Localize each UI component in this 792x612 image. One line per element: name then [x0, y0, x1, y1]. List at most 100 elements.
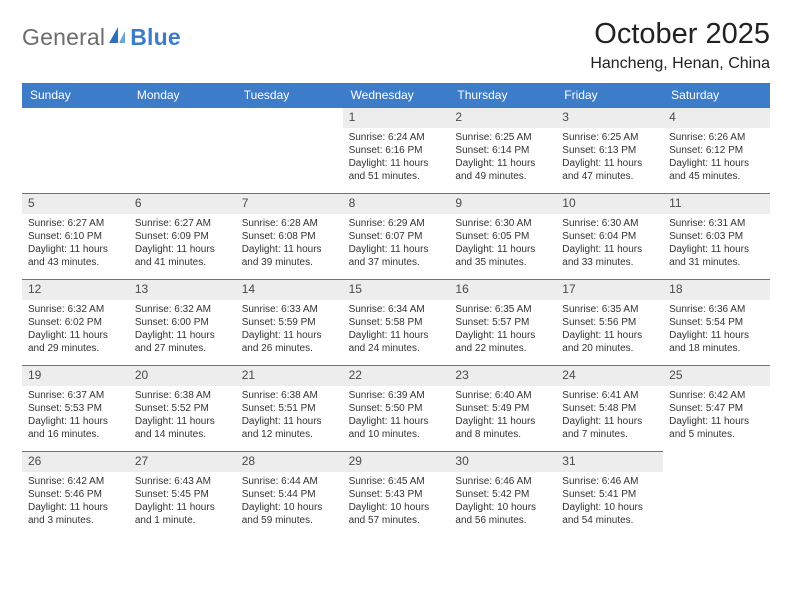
day-header: Sunday	[22, 83, 129, 107]
sunset-line: Sunset: 5:43 PM	[349, 488, 444, 501]
day-number: 19	[22, 366, 129, 386]
daylight-line: Daylight: 11 hours and 14 minutes.	[135, 415, 230, 441]
sunrise-line: Sunrise: 6:43 AM	[135, 475, 230, 488]
sunset-line: Sunset: 5:41 PM	[562, 488, 657, 501]
day-cell: 29Sunrise: 6:45 AMSunset: 5:43 PMDayligh…	[343, 451, 450, 537]
sunset-line: Sunset: 6:10 PM	[28, 230, 123, 243]
header: General Blue October 2025 Hancheng, Hena…	[22, 18, 770, 73]
day-cell: 23Sunrise: 6:40 AMSunset: 5:49 PMDayligh…	[449, 365, 556, 451]
day-header: Saturday	[663, 83, 770, 107]
sunrise-line: Sunrise: 6:46 AM	[562, 475, 657, 488]
sunset-line: Sunset: 5:50 PM	[349, 402, 444, 415]
daylight-line: Daylight: 11 hours and 45 minutes.	[669, 157, 764, 183]
sunset-line: Sunset: 6:13 PM	[562, 144, 657, 157]
daylight-line: Daylight: 10 hours and 56 minutes.	[455, 501, 550, 527]
daylight-line: Daylight: 11 hours and 39 minutes.	[242, 243, 337, 269]
sunset-line: Sunset: 5:45 PM	[135, 488, 230, 501]
day-header: Monday	[129, 83, 236, 107]
sunrise-line: Sunrise: 6:36 AM	[669, 303, 764, 316]
day-cell: 11Sunrise: 6:31 AMSunset: 6:03 PMDayligh…	[663, 193, 770, 279]
sunrise-line: Sunrise: 6:32 AM	[135, 303, 230, 316]
daylight-line: Daylight: 11 hours and 8 minutes.	[455, 415, 550, 441]
day-number: 26	[22, 452, 129, 472]
daylight-line: Daylight: 11 hours and 10 minutes.	[349, 415, 444, 441]
sunset-line: Sunset: 6:16 PM	[349, 144, 444, 157]
day-number: 11	[663, 194, 770, 214]
daylight-line: Daylight: 11 hours and 12 minutes.	[242, 415, 337, 441]
day-number: 15	[343, 280, 450, 300]
day-number: 3	[556, 108, 663, 128]
sunset-line: Sunset: 6:03 PM	[669, 230, 764, 243]
sunset-line: Sunset: 5:52 PM	[135, 402, 230, 415]
daylight-line: Daylight: 11 hours and 16 minutes.	[28, 415, 123, 441]
sunset-line: Sunset: 6:02 PM	[28, 316, 123, 329]
day-cell: 19 Sunrise: 6:37 AMSunset: 5:53 PMDayligh…	[22, 365, 129, 451]
day-cell: 21Sunrise: 6:38 AMSunset: 5:51 PMDayligh…	[236, 365, 343, 451]
day-cell: 13Sunrise: 6:32 AMSunset: 6:00 PMDayligh…	[129, 279, 236, 365]
day-cell: 14Sunrise: 6:33 AMSunset: 5:59 PMDayligh…	[236, 279, 343, 365]
sail-icon	[107, 25, 129, 50]
month-title: October 2025	[590, 18, 770, 51]
empty-cell	[22, 107, 129, 193]
sunrise-line: Sunrise: 6:25 AM	[455, 131, 550, 144]
sunset-line: Sunset: 5:44 PM	[242, 488, 337, 501]
daylight-line: Daylight: 11 hours and 20 minutes.	[562, 329, 657, 355]
day-cell: 17Sunrise: 6:35 AMSunset: 5:56 PMDayligh…	[556, 279, 663, 365]
sunrise-line: Sunrise: 6:40 AM	[455, 389, 550, 402]
day-number: 7	[236, 194, 343, 214]
daylight-line: Daylight: 11 hours and 37 minutes.	[349, 243, 444, 269]
sunrise-line: Sunrise: 6:33 AM	[242, 303, 337, 316]
sunrise-line: Sunrise: 6:37 AM	[28, 389, 123, 402]
day-number: 16	[449, 280, 556, 300]
daylight-line: Daylight: 11 hours and 26 minutes.	[242, 329, 337, 355]
logo-general-text: General	[22, 24, 105, 51]
day-cell: 20Sunrise: 6:38 AMSunset: 5:52 PMDayligh…	[129, 365, 236, 451]
sunrise-line: Sunrise: 6:42 AM	[28, 475, 123, 488]
day-header: Tuesday	[236, 83, 343, 107]
day-cell: 5Sunrise: 6:27 AMSunset: 6:10 PMDaylight…	[22, 193, 129, 279]
daylight-line: Daylight: 11 hours and 24 minutes.	[349, 329, 444, 355]
sunset-line: Sunset: 6:04 PM	[562, 230, 657, 243]
logo: General Blue	[22, 18, 181, 51]
daylight-line: Daylight: 11 hours and 5 minutes.	[669, 415, 764, 441]
sunset-line: Sunset: 5:49 PM	[455, 402, 550, 415]
day-header: Friday	[556, 83, 663, 107]
sunrise-line: Sunrise: 6:26 AM	[669, 131, 764, 144]
sunset-line: Sunset: 5:51 PM	[242, 402, 337, 415]
day-number: 25	[663, 366, 770, 386]
sunrise-line: Sunrise: 6:31 AM	[669, 217, 764, 230]
sunrise-line: Sunrise: 6:27 AM	[28, 217, 123, 230]
sunset-line: Sunset: 5:53 PM	[28, 402, 123, 415]
sunset-line: Sunset: 6:07 PM	[349, 230, 444, 243]
day-cell: 30Sunrise: 6:46 AMSunset: 5:42 PMDayligh…	[449, 451, 556, 537]
daylight-line: Daylight: 10 hours and 57 minutes.	[349, 501, 444, 527]
sunrise-line: Sunrise: 6:32 AM	[28, 303, 123, 316]
day-cell: 25Sunrise: 6:42 AMSunset: 5:47 PMDayligh…	[663, 365, 770, 451]
sunset-line: Sunset: 6:09 PM	[135, 230, 230, 243]
day-number: 12	[22, 280, 129, 300]
sunset-line: Sunset: 5:59 PM	[242, 316, 337, 329]
calendar-grid: SundayMondayTuesdayWednesdayThursdayFrid…	[22, 83, 770, 537]
daylight-line: Daylight: 11 hours and 49 minutes.	[455, 157, 550, 183]
day-cell: 28Sunrise: 6:44 AMSunset: 5:44 PMDayligh…	[236, 451, 343, 537]
day-cell: 27Sunrise: 6:43 AMSunset: 5:45 PMDayligh…	[129, 451, 236, 537]
day-header: Thursday	[449, 83, 556, 107]
sunrise-line: Sunrise: 6:45 AM	[349, 475, 444, 488]
sunrise-line: Sunrise: 6:24 AM	[349, 131, 444, 144]
day-cell: 22Sunrise: 6:39 AMSunset: 5:50 PMDayligh…	[343, 365, 450, 451]
sunrise-line: Sunrise: 6:42 AM	[669, 389, 764, 402]
location-text: Hancheng, Henan, China	[590, 55, 770, 73]
daylight-line: Daylight: 11 hours and 33 minutes.	[562, 243, 657, 269]
day-number: 28	[236, 452, 343, 472]
sunset-line: Sunset: 6:00 PM	[135, 316, 230, 329]
sunrise-line: Sunrise: 6:30 AM	[455, 217, 550, 230]
daylight-line: Daylight: 11 hours and 29 minutes.	[28, 329, 123, 355]
sunset-line: Sunset: 6:12 PM	[669, 144, 764, 157]
daylight-line: Daylight: 11 hours and 43 minutes.	[28, 243, 123, 269]
day-cell: 10Sunrise: 6:30 AMSunset: 6:04 PMDayligh…	[556, 193, 663, 279]
logo-blue-text: Blue	[130, 24, 181, 51]
day-number: 2	[449, 108, 556, 128]
sunrise-line: Sunrise: 6:28 AM	[242, 217, 337, 230]
daylight-line: Daylight: 11 hours and 3 minutes.	[28, 501, 123, 527]
day-cell: 16Sunrise: 6:35 AMSunset: 5:57 PMDayligh…	[449, 279, 556, 365]
